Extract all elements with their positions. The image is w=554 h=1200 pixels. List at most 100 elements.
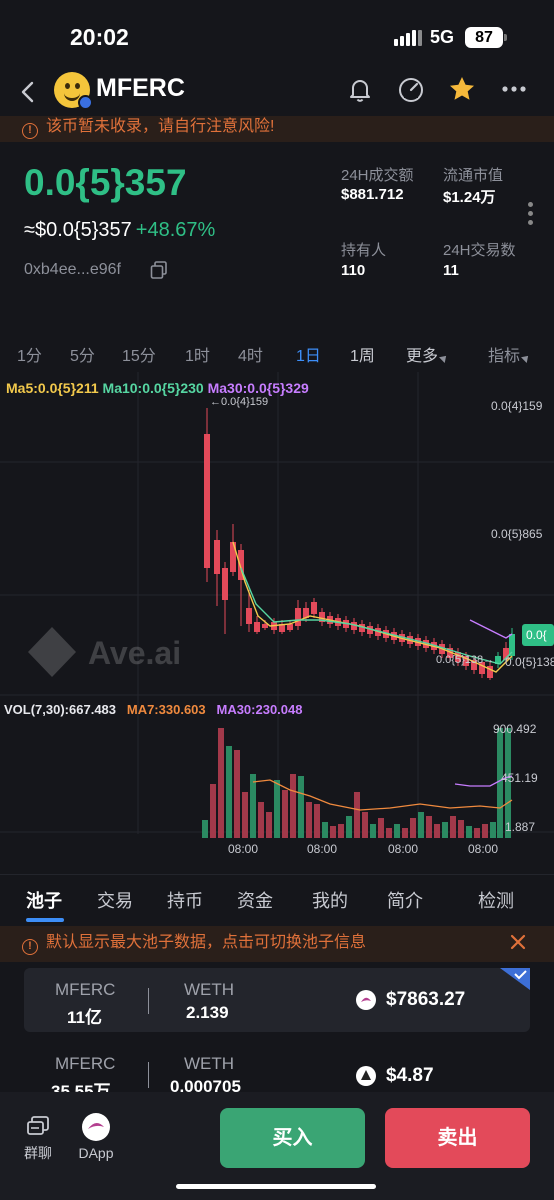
chart-grid [0, 372, 554, 834]
volume-bar [497, 728, 503, 838]
pool-liquidity-usd: $4.87 [386, 1065, 434, 1086]
price-change: +48.67% [135, 219, 216, 241]
timeframe-1h[interactable]: 1时 [185, 348, 210, 365]
volume-bar [362, 812, 368, 838]
tab-holders[interactable]: 持币 [167, 891, 203, 911]
warning-icon: ! [22, 123, 38, 139]
timeframe-1w[interactable]: 1周 [350, 348, 375, 365]
volume-bar [386, 828, 392, 838]
vol-ma30-legend: MA30:230.048 [216, 702, 303, 717]
y-label-top: 0.0{4}159 [491, 399, 543, 413]
pool-row-selected[interactable]: MFERC 11亿 WETH 2.139 $7863.27 [24, 968, 530, 1032]
ma-lines [232, 541, 513, 673]
battery-cap [504, 34, 507, 41]
candle-body [503, 648, 509, 660]
volume-bar [234, 750, 240, 838]
volume-bar [346, 816, 352, 838]
dapp-icon [82, 1113, 110, 1141]
stat-label-market-cap: 流通市值 [443, 167, 504, 184]
candlestick-chart[interactable]: Ave.ai 0.0{4}159 0.0{5}865 0.0{5}138 ←0.… [0, 372, 554, 862]
sell-button[interactable]: 卖出 [385, 1108, 530, 1168]
candle-body [279, 624, 285, 632]
bell-icon[interactable] [345, 74, 375, 104]
stat-label-volume: 24H成交额 [341, 167, 414, 184]
volume-bar [354, 792, 360, 838]
price-usd: ≈$0.0{5}357 [24, 219, 132, 241]
volume-bars [202, 728, 511, 838]
group-chat-button[interactable]: 群聊 [20, 1114, 56, 1163]
detail-tabs: 池子 交易 持币 资金 我的 简介 检测 [0, 874, 554, 922]
candle-body [487, 666, 493, 678]
candle-body [295, 608, 301, 626]
ave-logo-icon [28, 627, 76, 677]
y-label-low: 0.0{5}138 [505, 655, 554, 669]
volume-bar [482, 824, 488, 838]
volume-ma-lines [252, 775, 513, 811]
tab-check[interactable]: 检测 [478, 891, 514, 911]
contract-address[interactable]: 0xb4ee...e96f [24, 261, 121, 278]
uniswap-icon [356, 990, 376, 1010]
gauge-icon[interactable] [396, 74, 426, 104]
ma5-legend: Ma5:0.0{5}211 [6, 380, 99, 396]
back-arrow-icon[interactable] [14, 78, 42, 106]
timeframe-5m[interactable]: 5分 [70, 348, 95, 365]
dapp-button[interactable]: DApp [76, 1112, 116, 1161]
low-marker: 0.0{5}138→ [436, 654, 494, 666]
dropdown-triangle-icon [439, 353, 449, 363]
candle-body [463, 656, 469, 666]
timeframe-1m[interactable]: 1分 [17, 348, 42, 365]
timeframe-15m[interactable]: 15分 [122, 348, 156, 365]
volume-bar [314, 804, 320, 838]
warning-icon: ! [22, 939, 38, 955]
copy-icon[interactable] [150, 261, 168, 279]
pool-row[interactable]: MFERC 35.55万 WETH 0.000705 $4.87 [24, 1042, 530, 1101]
candle-body [254, 622, 260, 632]
close-icon[interactable] [508, 932, 528, 952]
tab-trades[interactable]: 交易 [97, 891, 133, 911]
group-chat-label: 群聊 [24, 1145, 52, 1161]
current-price: 0.0{5}357 [24, 162, 187, 203]
tab-pools[interactable]: 池子 [26, 891, 62, 911]
high-marker: ←0.0{4}159 [210, 396, 268, 408]
volume-bar [218, 728, 224, 838]
timeframe-more[interactable]: 更多 [406, 342, 449, 366]
candle-body [311, 602, 317, 614]
volume-bar [322, 822, 328, 838]
tab-intro[interactable]: 简介 [387, 891, 423, 911]
candles [204, 408, 515, 680]
stat-value-market-cap: $1.24万 [443, 189, 496, 206]
battery-icon: 87 [465, 27, 503, 48]
more-vertical-icon[interactable] [526, 202, 534, 230]
candle-body [455, 652, 461, 662]
volume-bar [370, 824, 376, 838]
ma30-line [469, 619, 513, 639]
indicators-button[interactable]: 指标 [488, 342, 531, 366]
ma10-legend: Ma10:0.0{5}230 [102, 380, 204, 396]
tab-funds[interactable]: 资金 [237, 891, 273, 911]
bottom-action-bar: 群聊 DApp 买入 卖出 [0, 1092, 554, 1200]
volume-bar [505, 728, 511, 838]
volume-bar [474, 828, 480, 838]
current-price-tag: 0.0{ [522, 624, 554, 646]
pool-token-symbol: MFERC [55, 980, 116, 999]
pool-notice[interactable]: ! 默认显示最大池子数据，点击可切换池子信息 [0, 926, 554, 962]
chain-badge-icon [78, 95, 93, 110]
volume-bar [306, 802, 312, 838]
stat-value-volume: $881.712 [341, 186, 404, 203]
volume-bar [266, 812, 272, 838]
volume-legend: VOL(7,30):667.483 MA7:330.603 MA30:230.0… [4, 702, 302, 717]
pool-token-symbol: MFERC [55, 1054, 116, 1073]
volume-bar [210, 784, 216, 838]
volume-bar [378, 818, 384, 838]
favorite-star-icon[interactable] [447, 74, 477, 104]
buy-button[interactable]: 买入 [220, 1108, 365, 1168]
timeframe-4h[interactable]: 4时 [238, 348, 263, 365]
volume-bar [426, 816, 432, 838]
volume-bar [418, 812, 424, 838]
candle-body [204, 434, 210, 568]
timeframe-1d[interactable]: 1日 [296, 348, 321, 365]
vol-ma7-legend: MA7:330.603 [126, 702, 206, 717]
more-horizontal-icon[interactable] [499, 74, 529, 104]
status-bar: 20:02 5G 87 [0, 0, 554, 74]
tab-mine[interactable]: 我的 [312, 891, 348, 911]
